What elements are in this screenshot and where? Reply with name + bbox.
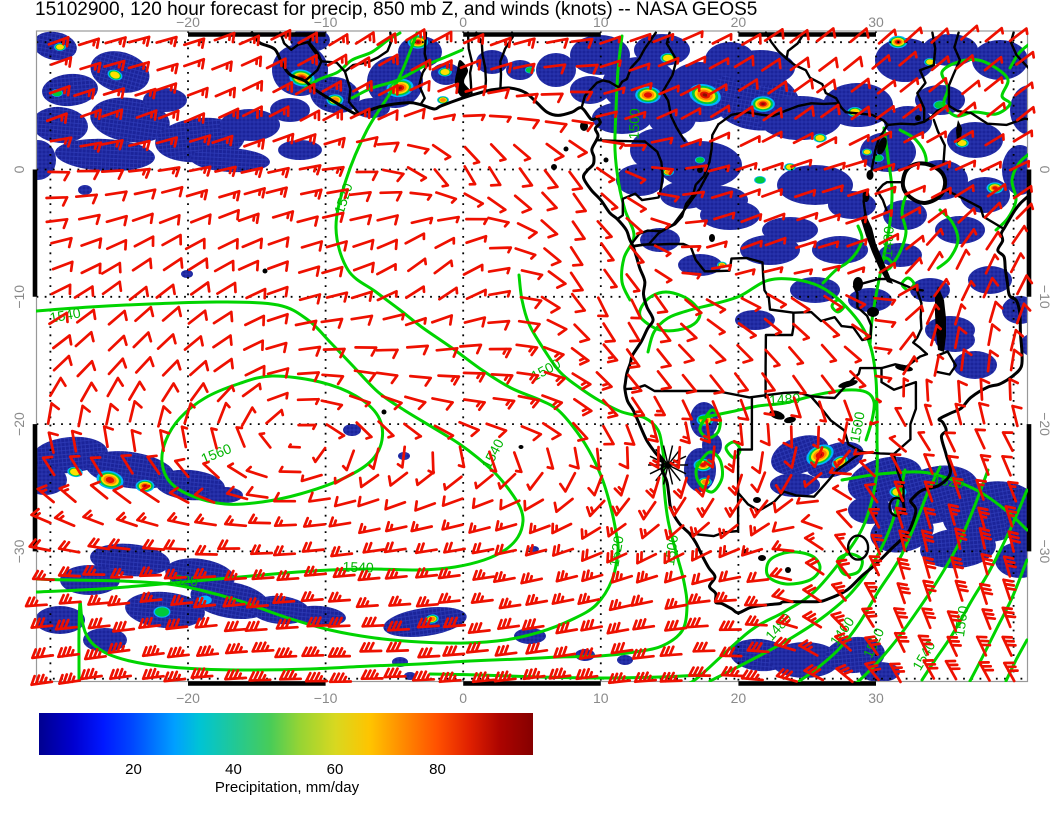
svg-text:−20: −20 bbox=[176, 690, 200, 706]
svg-text:60: 60 bbox=[327, 761, 344, 778]
svg-text:40: 40 bbox=[225, 761, 242, 778]
svg-text:80: 80 bbox=[429, 761, 446, 778]
svg-text:30: 30 bbox=[868, 14, 884, 30]
svg-text:−30: −30 bbox=[1037, 540, 1053, 564]
svg-text:1480: 1480 bbox=[879, 226, 897, 258]
svg-text:20: 20 bbox=[731, 14, 747, 30]
svg-text:−10: −10 bbox=[314, 14, 338, 30]
svg-text:−10: −10 bbox=[314, 690, 338, 706]
svg-text:15102900, 120 hour forecast fo: 15102900, 120 hour forecast for precip, … bbox=[35, 0, 757, 20]
svg-text:−30: −30 bbox=[11, 539, 27, 563]
svg-text:−10: −10 bbox=[11, 285, 27, 309]
svg-text:10: 10 bbox=[593, 690, 609, 706]
svg-text:−20: −20 bbox=[176, 14, 200, 30]
svg-text:30: 30 bbox=[868, 690, 884, 706]
svg-text:20: 20 bbox=[731, 690, 747, 706]
svg-text:Precipitation, mm/day: Precipitation, mm/day bbox=[215, 779, 360, 796]
svg-text:−20: −20 bbox=[1037, 412, 1053, 436]
svg-text:0: 0 bbox=[459, 14, 467, 30]
svg-text:−20: −20 bbox=[11, 412, 27, 436]
svg-text:0: 0 bbox=[1037, 166, 1053, 174]
svg-text:10: 10 bbox=[593, 14, 609, 30]
svg-text:0: 0 bbox=[11, 165, 27, 173]
svg-text:−10: −10 bbox=[1037, 285, 1053, 309]
svg-text:0: 0 bbox=[459, 690, 467, 706]
svg-text:20: 20 bbox=[125, 761, 142, 778]
